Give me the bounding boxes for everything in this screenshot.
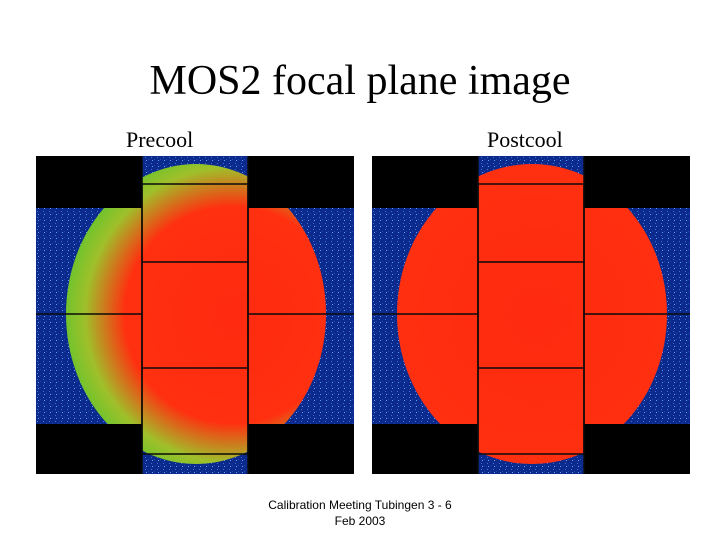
- footer: Calibration Meeting Tubingen 3 - 6 Feb 2…: [240, 497, 480, 529]
- footer-line-2: Feb 2003: [334, 514, 386, 528]
- footer-line-1: Calibration Meeting Tubingen 3 - 6: [268, 498, 452, 512]
- precool-label: Precool: [126, 127, 194, 152]
- precool-image: [36, 156, 354, 474]
- postcool-image: [372, 156, 690, 474]
- postcool-label: Postcool: [487, 127, 563, 152]
- slide-title: MOS2 focal plane image: [149, 58, 571, 104]
